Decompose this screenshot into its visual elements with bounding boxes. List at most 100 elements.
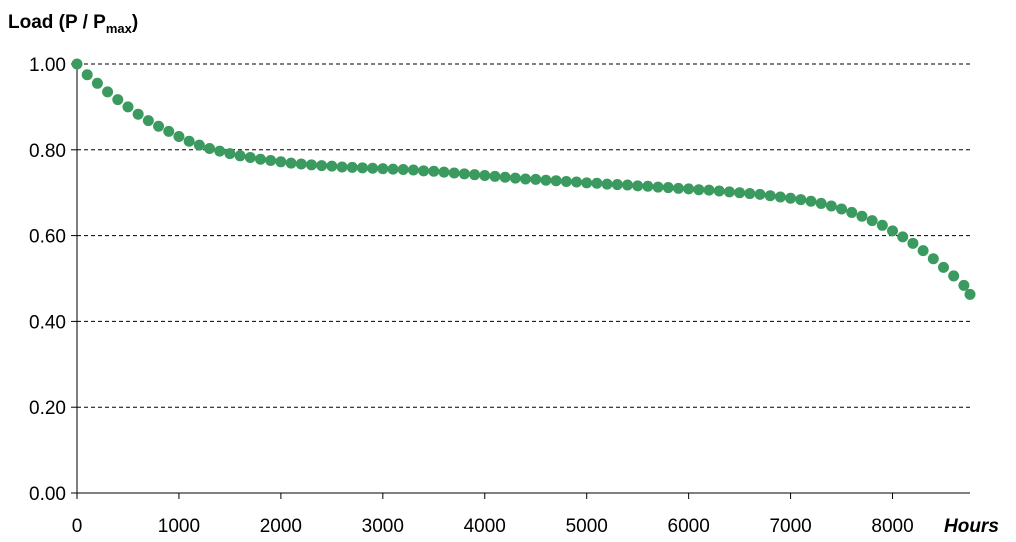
y-tick-label: 0.40	[29, 312, 66, 333]
y-tick-label: 0.00	[29, 484, 66, 505]
data-point	[469, 169, 481, 181]
data-point	[173, 131, 185, 143]
x-tick-label: 3000	[362, 516, 404, 537]
x-tick-label: 8000	[871, 516, 913, 537]
x-tick-label: 7000	[769, 516, 811, 537]
gridlines	[77, 63, 970, 408]
x-tick-label: 2000	[260, 516, 302, 537]
data-point	[520, 173, 532, 185]
data-point	[897, 231, 909, 243]
data-point	[887, 225, 899, 237]
data-point	[509, 172, 521, 184]
data-point	[764, 190, 776, 202]
data-point	[132, 108, 144, 120]
data-point	[642, 180, 654, 192]
data-point	[346, 161, 358, 173]
data-point	[785, 192, 797, 204]
y-tick-label: 1.00	[29, 55, 66, 76]
data-point	[621, 179, 633, 191]
data-point	[285, 157, 297, 169]
data-point	[204, 143, 216, 155]
data-point	[530, 173, 542, 185]
data-point	[927, 253, 939, 265]
data-point	[295, 158, 307, 170]
data-point	[907, 237, 919, 249]
y-tick-label: 0.20	[29, 398, 66, 419]
data-point	[774, 191, 786, 203]
data-point	[856, 210, 868, 222]
ticks: 0.00 0.20 0.40 0.60 0.80 1.00 0 1000 2000 3000 400…	[29, 55, 914, 537]
data-point	[703, 184, 715, 196]
data-point	[214, 145, 226, 157]
data-point	[397, 164, 409, 176]
data-point	[81, 69, 93, 81]
x-tick-label: 5000	[566, 516, 608, 537]
data-point	[723, 186, 735, 198]
data-point	[479, 170, 491, 182]
data-point	[458, 168, 470, 180]
data-point	[254, 153, 266, 165]
x-axis-title: Hours	[944, 516, 999, 537]
data-point	[815, 197, 827, 209]
x-tick-label: 4000	[464, 516, 506, 537]
data-point	[122, 101, 134, 113]
y-tick-label: 0.80	[29, 141, 66, 162]
data-point	[316, 160, 328, 172]
data-point	[428, 165, 440, 177]
data-point	[937, 261, 949, 273]
data-point	[571, 176, 583, 188]
data-point	[591, 177, 603, 189]
data-point	[438, 166, 450, 178]
data-point	[964, 288, 976, 300]
y-axis-title: Load (P / Pmax)	[8, 12, 138, 36]
data-point	[265, 155, 277, 167]
data-point	[224, 148, 236, 160]
data-point	[540, 174, 552, 186]
y-tick-label: 0.60	[29, 227, 66, 248]
data-point	[958, 279, 970, 291]
data-point	[499, 171, 511, 183]
data-point	[193, 139, 205, 151]
data-point	[713, 185, 725, 197]
data-point	[377, 163, 389, 175]
data-point	[112, 94, 124, 106]
data-point	[693, 184, 705, 196]
data-point	[336, 161, 348, 173]
y-axis-title-close: )	[132, 12, 138, 33]
data-point	[326, 160, 338, 172]
data-point	[825, 200, 837, 212]
y-axis-title-main: Load (P / P	[8, 12, 106, 33]
data-point	[550, 175, 562, 187]
data-point	[917, 245, 929, 257]
x-tick-label: 0	[72, 516, 83, 537]
data-point	[244, 152, 256, 164]
data-point	[601, 178, 613, 190]
data-point	[652, 181, 664, 193]
data-point	[71, 58, 83, 70]
data-point	[102, 86, 114, 98]
data-points	[71, 58, 976, 300]
data-point	[305, 159, 317, 171]
data-point	[734, 187, 746, 199]
x-tick-label: 1000	[158, 516, 200, 537]
data-point	[163, 125, 175, 137]
data-point	[275, 156, 287, 168]
data-point	[662, 182, 674, 194]
data-point	[183, 135, 195, 147]
data-point	[795, 194, 807, 206]
data-point	[846, 206, 858, 218]
data-point	[367, 162, 379, 174]
data-point	[407, 164, 419, 176]
data-point	[153, 120, 165, 132]
data-point	[142, 115, 154, 127]
data-point	[611, 179, 623, 191]
data-point	[234, 150, 246, 162]
axes	[76, 64, 970, 494]
data-point	[632, 180, 644, 192]
data-point	[805, 195, 817, 207]
data-point	[581, 177, 593, 189]
data-point	[560, 176, 572, 188]
data-point	[418, 165, 430, 177]
data-point	[948, 270, 960, 282]
